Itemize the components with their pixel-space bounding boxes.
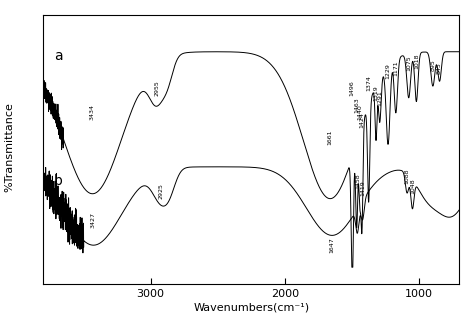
- Text: 2955: 2955: [154, 80, 159, 96]
- Text: 1075: 1075: [406, 56, 411, 71]
- Text: 1647: 1647: [329, 237, 335, 252]
- Text: 1661: 1661: [328, 129, 333, 145]
- Text: 3427: 3427: [91, 212, 96, 228]
- Text: 1440: 1440: [357, 105, 362, 120]
- Text: 1048: 1048: [410, 178, 415, 194]
- Text: 2925: 2925: [158, 183, 163, 199]
- Text: 1291: 1291: [377, 90, 382, 106]
- Text: 3434: 3434: [90, 104, 95, 120]
- Text: 1424: 1424: [359, 112, 365, 128]
- Text: 1496: 1496: [350, 80, 355, 96]
- Text: %Transmittance: %Transmittance: [5, 102, 15, 192]
- Text: 1088: 1088: [404, 168, 410, 184]
- X-axis label: Wavenumbers(cm⁻¹): Wavenumbers(cm⁻¹): [193, 302, 309, 312]
- Text: 1171: 1171: [393, 60, 398, 76]
- Text: 845: 845: [437, 62, 442, 74]
- Text: 1319: 1319: [374, 85, 379, 101]
- Text: 1419: 1419: [360, 181, 365, 196]
- Text: 1463: 1463: [354, 97, 359, 113]
- Text: 895: 895: [430, 60, 435, 71]
- Text: 1374: 1374: [366, 75, 371, 91]
- Text: 1458: 1458: [355, 173, 360, 189]
- Text: 1018: 1018: [414, 53, 419, 69]
- Text: a: a: [54, 49, 63, 63]
- Text: 1229: 1229: [385, 63, 391, 79]
- Text: b: b: [54, 174, 63, 188]
